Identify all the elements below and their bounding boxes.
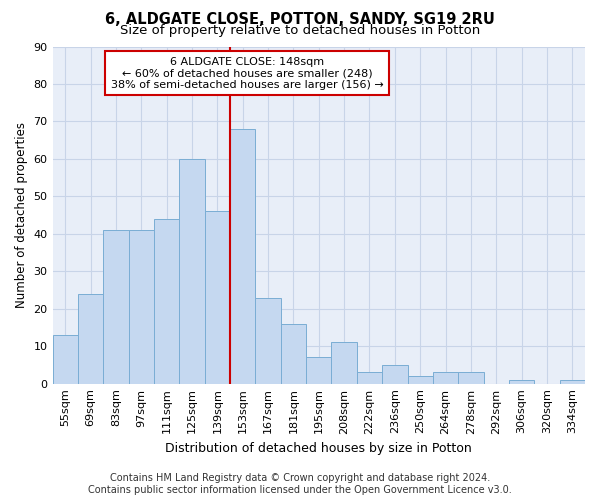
Text: Size of property relative to detached houses in Potton: Size of property relative to detached ho… — [120, 24, 480, 37]
Bar — [560, 380, 585, 384]
Text: 6 ALDGATE CLOSE: 148sqm
← 60% of detached houses are smaller (248)
38% of semi-d: 6 ALDGATE CLOSE: 148sqm ← 60% of detache… — [110, 56, 383, 90]
Bar — [205, 212, 230, 384]
Bar — [78, 294, 103, 384]
Bar — [306, 358, 331, 384]
Bar — [509, 380, 534, 384]
Bar — [357, 372, 382, 384]
Bar — [154, 219, 179, 384]
Bar — [256, 298, 281, 384]
Text: Contains HM Land Registry data © Crown copyright and database right 2024.
Contai: Contains HM Land Registry data © Crown c… — [88, 474, 512, 495]
Bar — [433, 372, 458, 384]
Bar — [53, 335, 78, 384]
Bar — [103, 230, 128, 384]
Bar — [281, 324, 306, 384]
X-axis label: Distribution of detached houses by size in Potton: Distribution of detached houses by size … — [166, 442, 472, 455]
Bar — [382, 365, 407, 384]
Bar — [331, 342, 357, 384]
Bar — [128, 230, 154, 384]
Text: 6, ALDGATE CLOSE, POTTON, SANDY, SG19 2RU: 6, ALDGATE CLOSE, POTTON, SANDY, SG19 2R… — [105, 12, 495, 28]
Bar — [230, 129, 256, 384]
Y-axis label: Number of detached properties: Number of detached properties — [15, 122, 28, 308]
Bar — [458, 372, 484, 384]
Bar — [407, 376, 433, 384]
Bar — [179, 159, 205, 384]
